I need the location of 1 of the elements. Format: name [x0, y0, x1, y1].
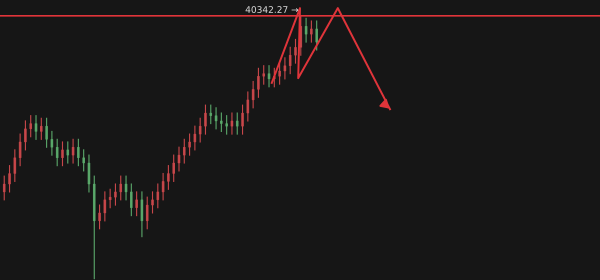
ref-line-label: 40342.27 →	[246, 6, 298, 13]
